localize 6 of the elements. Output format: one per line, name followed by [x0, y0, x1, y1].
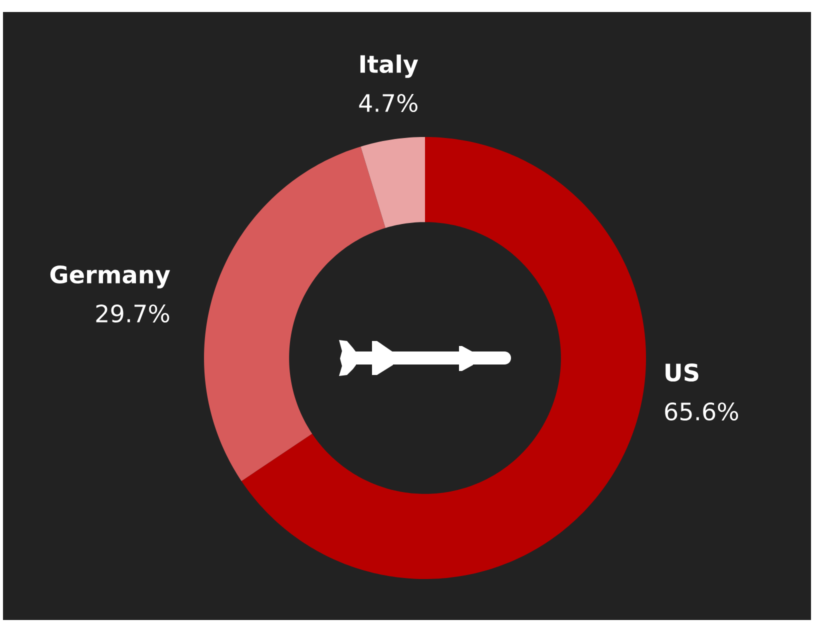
- data-label: 65.6%: [665, 402, 738, 421]
- data-label: 4.7%: [359, 94, 418, 112]
- slice-label: US: [666, 363, 698, 382]
- slice-label: Germany: [50, 265, 170, 288]
- data-label: 29.7%: [96, 304, 170, 323]
- slice-label: Italy: [360, 54, 418, 78]
